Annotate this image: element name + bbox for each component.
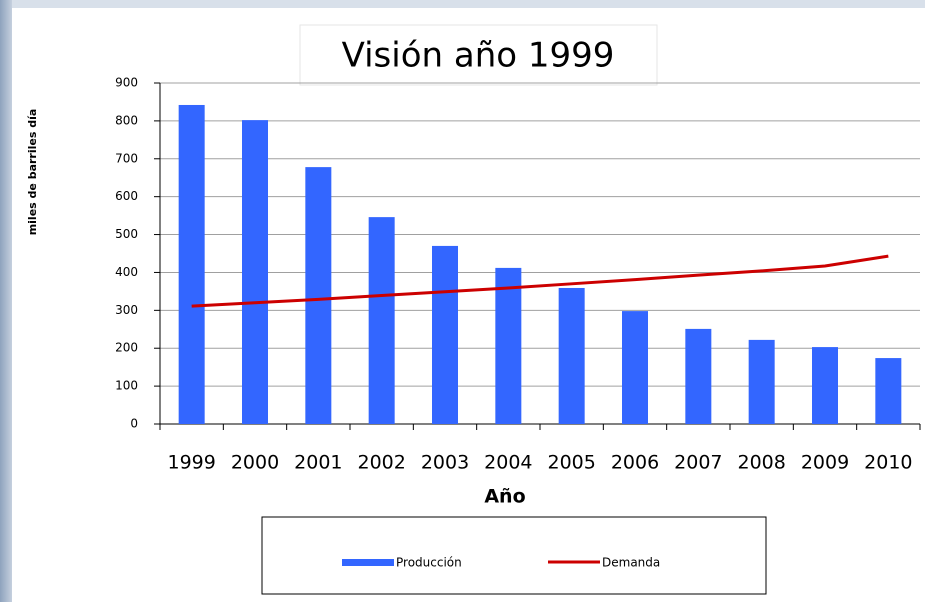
legend-swatch bbox=[342, 559, 394, 566]
y-tick-label: 900 bbox=[115, 76, 138, 90]
chart-title: Visión año 1999 bbox=[342, 36, 615, 76]
legend-label: Producción bbox=[396, 556, 462, 570]
x-axis-label: Año bbox=[484, 486, 525, 508]
title-box bbox=[299, 24, 658, 86]
bar bbox=[368, 217, 395, 424]
x-tick-label: 2008 bbox=[737, 452, 785, 474]
bar bbox=[305, 167, 332, 424]
x-tick-label: 2003 bbox=[421, 452, 469, 474]
bar bbox=[558, 287, 585, 424]
bar bbox=[622, 311, 648, 424]
x-tick-label: 2004 bbox=[484, 452, 532, 474]
y-tick-label: 600 bbox=[115, 189, 138, 203]
y-axis-label: miles de barriles día bbox=[26, 109, 39, 236]
bar bbox=[178, 104, 205, 424]
x-tick-label: 2010 bbox=[864, 452, 912, 474]
x-tick-label: 2000 bbox=[231, 452, 279, 474]
x-tick-label: 2007 bbox=[674, 452, 722, 474]
bar bbox=[812, 347, 838, 424]
x-tick-label: 2001 bbox=[294, 452, 342, 474]
bar bbox=[432, 245, 458, 424]
y-tick-label: 200 bbox=[115, 341, 138, 355]
y-tick-label: 300 bbox=[115, 303, 138, 317]
x-tick-label: 2006 bbox=[611, 452, 659, 474]
top-strip bbox=[12, 0, 925, 8]
bar bbox=[242, 120, 268, 425]
x-tick-label: 2009 bbox=[801, 452, 849, 474]
legend-label: Demanda bbox=[602, 556, 660, 570]
y-tick-label: 800 bbox=[115, 113, 138, 127]
legend-box bbox=[261, 516, 767, 595]
y-tick-label: 0 bbox=[130, 417, 138, 431]
bar bbox=[685, 328, 712, 424]
bar bbox=[748, 339, 775, 424]
y-tick-label: 100 bbox=[115, 379, 138, 393]
x-tick-label: 2005 bbox=[547, 452, 595, 474]
y-tick-label: 400 bbox=[115, 265, 138, 279]
x-tick-label: 2002 bbox=[357, 452, 405, 474]
bar bbox=[875, 358, 902, 424]
bar bbox=[495, 267, 522, 424]
line bbox=[191, 254, 889, 308]
side-strip bbox=[0, 0, 12, 602]
x-tick-label: 1999 bbox=[167, 452, 215, 474]
y-tick-label: 700 bbox=[115, 151, 138, 165]
y-tick-label: 500 bbox=[115, 227, 138, 241]
